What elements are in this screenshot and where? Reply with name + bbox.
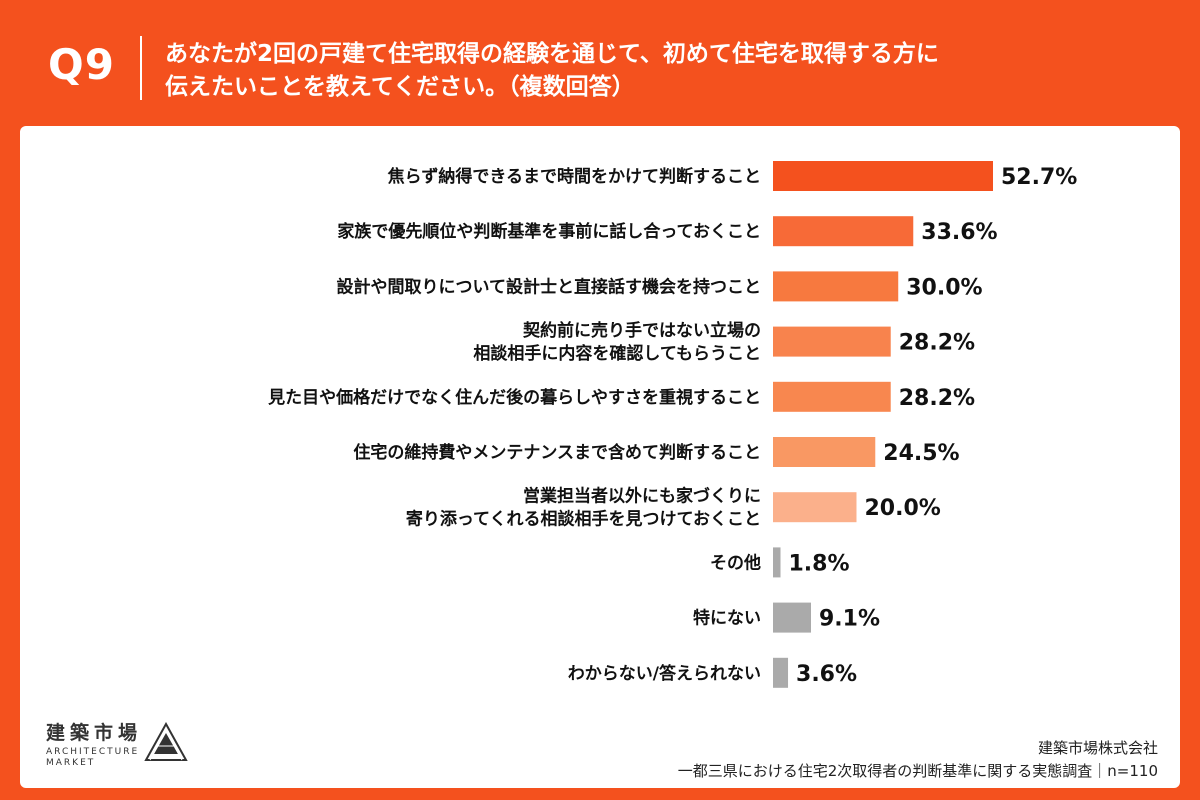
logo-english: ARCHITECTURE MARKET [46, 747, 141, 769]
bar-8 [773, 547, 781, 578]
logo-triangle-icon [144, 722, 188, 761]
bar-9 [773, 602, 811, 633]
category-label-4-line-2: 相談相手に内容を確認してもらうこと [473, 343, 761, 364]
bar-2 [773, 216, 914, 247]
footer-survey: 一都三県における住宅2次取得者の判断基準に関する実態調査｜n=110 [677, 762, 1158, 780]
value-label-5: 28.2% [899, 386, 975, 411]
footer-company: 建築市場株式会社 [1037, 739, 1158, 757]
value-label-9: 9.1% [819, 607, 880, 632]
category-label-4-line-1: 契約前に売り手ではない立場の [522, 320, 761, 341]
bar-5 [773, 381, 891, 412]
value-label-6: 24.5% [883, 441, 959, 466]
value-label-7: 20.0% [864, 496, 940, 521]
category-label-9-line-1: 特にない [693, 608, 761, 629]
chart-panel: 52.7% 焦らず納得できるまで時間をかけて判断すること 33.6% 家族で優先順位や… [20, 126, 1180, 788]
category-label-7-line-1: 営業担当者以外にも家づくりに [523, 486, 761, 507]
category-label-3-line-1: 設計や間取りについて設計士と直接話す機会を持つこと [337, 276, 762, 297]
category-label-5-line-1: 見た目や価格だけでなく住んだ後の暮らしやすさを重視すること [267, 387, 761, 408]
category-label-10-line-1: わからない/答えられない [568, 663, 761, 684]
question-line-1: あなたが2回の戸建て住宅取得の経験を通じて、初めて住宅を取得する方に [165, 41, 939, 67]
logo-text: 建築市場 [46, 722, 143, 744]
category-label-1-line-1: 焦らず納得できるまで時間をかけて判断すること [387, 166, 761, 187]
value-label-1: 52.7% [1001, 165, 1077, 190]
value-label-10: 3.6% [796, 662, 857, 687]
category-label-8-line-1: その他 [710, 552, 761, 573]
bar-10 [773, 657, 789, 688]
bar-4 [773, 326, 891, 357]
value-label-8: 1.8% [789, 551, 850, 576]
bar-1 [773, 161, 993, 191]
header-divider [140, 36, 142, 100]
bar-3 [773, 271, 899, 302]
question-text: あなたが2回の戸建て住宅取得の経験を通じて、初めて住宅を取得する方に 伝えたいこ… [165, 38, 1165, 104]
logo-english-line-2: MARKET [46, 758, 96, 768]
question-line-2: 伝えたいことを教えてください。（複数回答） [165, 74, 635, 100]
value-label-4: 28.2% [899, 331, 975, 356]
logo-english-line-1: ARCHITECTURE [46, 747, 140, 757]
header: Q9 あなたが2回の戸建て住宅取得の経験を通じて、初めて住宅を取得する方に 伝え… [0, 0, 1200, 126]
bar-7 [773, 492, 857, 523]
company-logo: 建築市場 ARCHITECTURE MARKET [46, 718, 226, 778]
category-label-7-line-2: 寄り添ってくれる相談相手を見つけておくこと [406, 509, 761, 530]
value-label-2: 33.6% [921, 220, 997, 245]
value-label-3: 30.0% [906, 275, 982, 300]
bar-6 [773, 437, 876, 467]
question-number: Q9 [48, 40, 115, 89]
bar-chart: 52.7% 焦らず納得できるまで時間をかけて判断すること 33.6% 家族で優先順位や… [267, 161, 1077, 688]
category-label-6-line-1: 住宅の維持費やメンテナンスまで含めて判断すること [353, 442, 761, 463]
category-label-2-line-1: 家族で優先順位や判断基準を事前に話し合っておくこと [337, 221, 761, 242]
